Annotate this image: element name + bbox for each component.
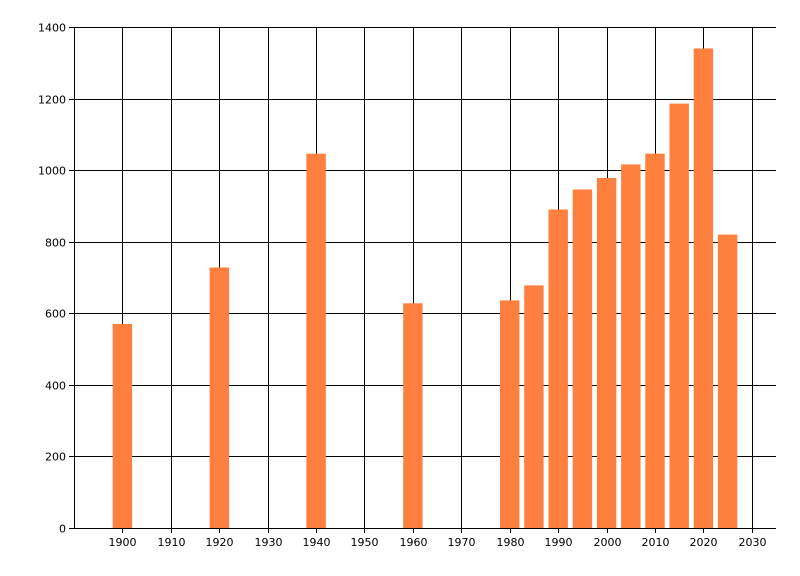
x-tick-label: 2000 bbox=[594, 536, 622, 549]
bar-1985 bbox=[524, 285, 544, 528]
y-tick-label: 0 bbox=[59, 523, 66, 536]
y-tick-label: 1000 bbox=[38, 165, 66, 178]
bar-2005 bbox=[621, 164, 641, 528]
x-tick-label: 2020 bbox=[690, 536, 718, 549]
y-axis-ticks: 0 200 400 600 800 1000 1200 1400 bbox=[38, 22, 74, 536]
x-axis-ticks: 1900 1910 1920 1930 1940 1950 1960 1970 1980 1990… bbox=[109, 528, 767, 549]
bar-1920 bbox=[209, 267, 229, 528]
bar-2025 bbox=[717, 234, 738, 528]
bar-2010 bbox=[645, 153, 665, 528]
x-tick-label: 1900 bbox=[109, 536, 137, 549]
bar-1995 bbox=[572, 189, 593, 528]
bar-2000 bbox=[596, 178, 617, 528]
y-tick-label: 400 bbox=[45, 380, 66, 393]
y-tick-label: 1200 bbox=[38, 94, 66, 107]
x-tick-label: 1960 bbox=[400, 536, 428, 549]
bar-2020 bbox=[693, 48, 714, 528]
x-tick-label: 1950 bbox=[351, 536, 379, 549]
y-tick-label: 1400 bbox=[38, 22, 66, 35]
x-tick-label: 1930 bbox=[255, 536, 283, 549]
x-tick-label: 1940 bbox=[303, 536, 331, 549]
y-tick-label: 200 bbox=[45, 451, 66, 464]
x-tick-label: 2010 bbox=[642, 536, 670, 549]
y-tick-label: 800 bbox=[45, 237, 66, 250]
bar-1960 bbox=[403, 303, 423, 528]
bar-1980 bbox=[500, 300, 520, 528]
x-tick-label: 1910 bbox=[158, 536, 186, 549]
x-tick-label: 1920 bbox=[206, 536, 234, 549]
bar-1900 bbox=[112, 324, 133, 528]
bar-1990 bbox=[548, 209, 568, 528]
bar-2015 bbox=[669, 103, 689, 528]
x-tick-label: 1970 bbox=[448, 536, 476, 549]
x-tick-label: 1990 bbox=[545, 536, 573, 549]
bar-1940 bbox=[306, 153, 326, 528]
y-tick-label: 600 bbox=[45, 308, 66, 321]
x-tick-label: 1980 bbox=[497, 536, 525, 549]
x-tick-label: 2030 bbox=[739, 536, 767, 549]
axes bbox=[74, 27, 776, 529]
bars bbox=[112, 48, 738, 528]
